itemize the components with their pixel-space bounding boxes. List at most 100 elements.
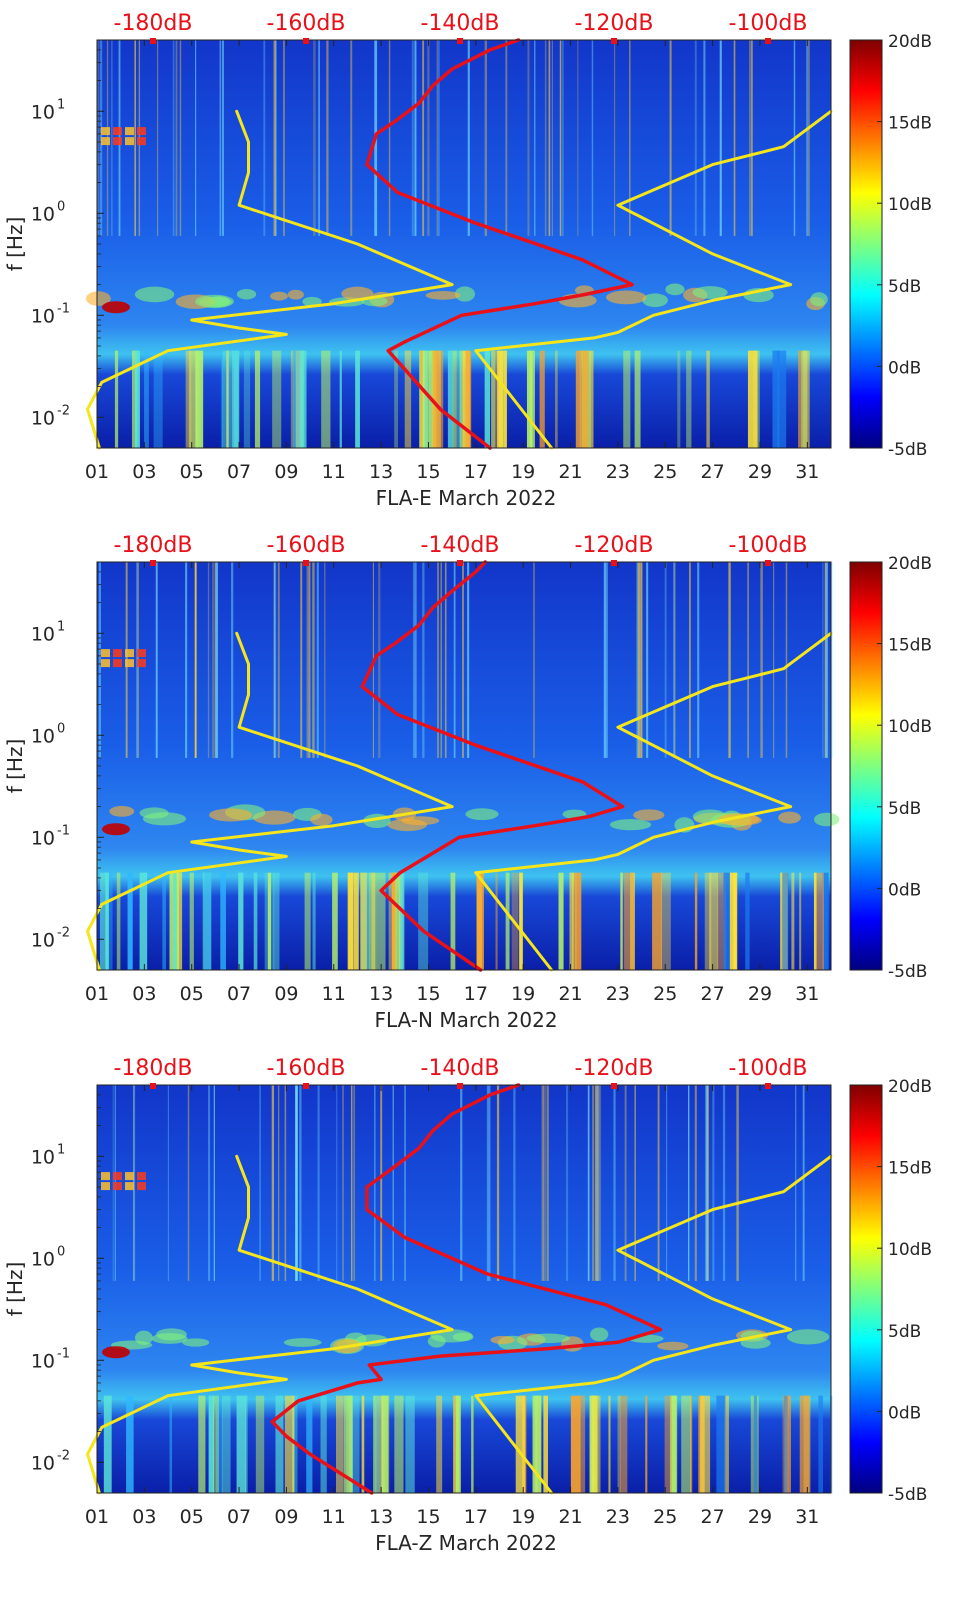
- low-frequency-band: [798, 350, 803, 448]
- low-frequency-band: [198, 1395, 206, 1493]
- low-frequency-band: [624, 872, 634, 970]
- high-frequency-patch: [125, 649, 134, 658]
- microseism-patch: [134, 1330, 153, 1345]
- x-tick-label: 01: [85, 461, 109, 483]
- vertical-streak: [195, 40, 197, 236]
- low-frequency-band: [574, 872, 582, 970]
- y-tick-exponent: 1: [57, 97, 65, 112]
- vertical-streak: [697, 562, 700, 758]
- microseism-patch: [609, 819, 652, 831]
- low-frequency-band: [579, 1395, 586, 1493]
- top-axis-label: -160dB: [267, 11, 346, 36]
- x-tick-label: 29: [748, 1506, 772, 1528]
- vertical-streak: [136, 562, 138, 758]
- vertical-streak: [830, 562, 833, 758]
- microseism-peak: [101, 301, 130, 314]
- microseism-patch: [287, 289, 304, 300]
- vertical-streak: [673, 562, 676, 758]
- low-frequency-band: [570, 1395, 581, 1493]
- microseism-patch: [657, 1341, 689, 1351]
- vertical-streak: [750, 40, 753, 236]
- vertical-streak: [350, 1085, 353, 1281]
- vertical-streak: [263, 40, 266, 236]
- low-frequency-band: [399, 872, 405, 970]
- vertical-streak: [231, 562, 234, 758]
- microseism-patch: [142, 812, 187, 826]
- vertical-streak: [97, 40, 99, 236]
- vertical-streak: [273, 562, 275, 758]
- vertical-streak: [577, 40, 579, 236]
- x-tick-label: 15: [416, 983, 440, 1005]
- top-axis-marker: [303, 1083, 309, 1089]
- y-axis-label: f [Hz]: [3, 1262, 27, 1317]
- low-frequency-band: [802, 350, 810, 448]
- low-frequency-band: [375, 1395, 385, 1493]
- low-frequency-band: [813, 872, 817, 970]
- vertical-streak: [665, 1085, 668, 1281]
- y-tick-label: 10: [31, 929, 55, 951]
- x-tick-label: 01: [85, 983, 109, 1005]
- vertical-streak: [603, 562, 607, 758]
- vertical-streak: [634, 1085, 636, 1281]
- low-frequency-band: [532, 1395, 542, 1493]
- low-frequency-band: [355, 350, 360, 448]
- vertical-streak: [613, 1085, 616, 1281]
- series-line-3: [474, 109, 833, 450]
- low-frequency-band: [572, 872, 577, 970]
- y-tick-exponent: 0: [57, 721, 65, 736]
- x-tick-label: 19: [511, 461, 535, 483]
- vertical-streak: [156, 40, 159, 236]
- high-frequency-patch: [137, 659, 146, 668]
- vertical-streak: [440, 562, 442, 758]
- top-axis-label: -120dB: [575, 533, 654, 558]
- low-frequency-band: [782, 872, 789, 970]
- vertical-streak: [594, 1085, 597, 1281]
- vertical-streak: [214, 562, 217, 758]
- vertical-streak: [484, 40, 488, 236]
- vertical-streak: [317, 1085, 320, 1281]
- vertical-streak: [541, 1085, 543, 1281]
- vertical-streak: [551, 40, 553, 236]
- vertical-streak: [294, 1085, 298, 1281]
- vertical-streak: [749, 40, 751, 236]
- top-axis-label: -100dB: [729, 533, 808, 558]
- low-frequency-band: [818, 1395, 824, 1493]
- vertical-streak: [646, 562, 649, 758]
- vertical-streak: [453, 562, 456, 758]
- top-axis-label: -180dB: [114, 11, 193, 36]
- vertical-streak: [380, 1085, 383, 1281]
- low-frequency-band: [677, 350, 681, 448]
- low-frequency-band: [745, 872, 750, 970]
- top-axis-marker: [150, 38, 156, 44]
- vertical-streak: [324, 562, 326, 758]
- low-frequency-band: [617, 1395, 621, 1493]
- high-frequency-patch: [113, 127, 122, 136]
- high-frequency-patch: [137, 1172, 146, 1181]
- high-frequency-patch: [101, 1172, 110, 1181]
- y-tick-exponent: -1: [57, 823, 70, 838]
- vertical-streak: [688, 1085, 690, 1281]
- high-frequency-patch: [137, 1182, 146, 1191]
- low-frequency-band: [453, 1395, 460, 1493]
- vertical-streak: [273, 40, 276, 236]
- vertical-streak: [534, 40, 536, 236]
- low-frequency-band: [173, 872, 177, 970]
- x-tick-label: 15: [416, 1506, 440, 1528]
- low-frequency-band: [284, 1395, 295, 1493]
- vertical-streak: [527, 40, 530, 236]
- vertical-streak: [728, 562, 731, 758]
- x-tick-label: 09: [274, 1506, 298, 1528]
- high-frequency-patch: [125, 1172, 134, 1181]
- low-frequency-band: [254, 350, 261, 448]
- vertical-streak: [312, 562, 315, 758]
- vertical-streak: [300, 562, 303, 758]
- top-axis-label: -160dB: [267, 1056, 346, 1081]
- vertical-streak: [546, 1085, 549, 1281]
- vertical-streak: [438, 40, 440, 236]
- low-frequency-band: [275, 1395, 284, 1493]
- vertical-streak: [134, 40, 136, 236]
- low-frequency-band: [343, 1395, 353, 1493]
- low-frequency-band: [558, 872, 564, 970]
- low-frequency-band: [784, 1395, 791, 1493]
- low-frequency-band: [253, 872, 258, 970]
